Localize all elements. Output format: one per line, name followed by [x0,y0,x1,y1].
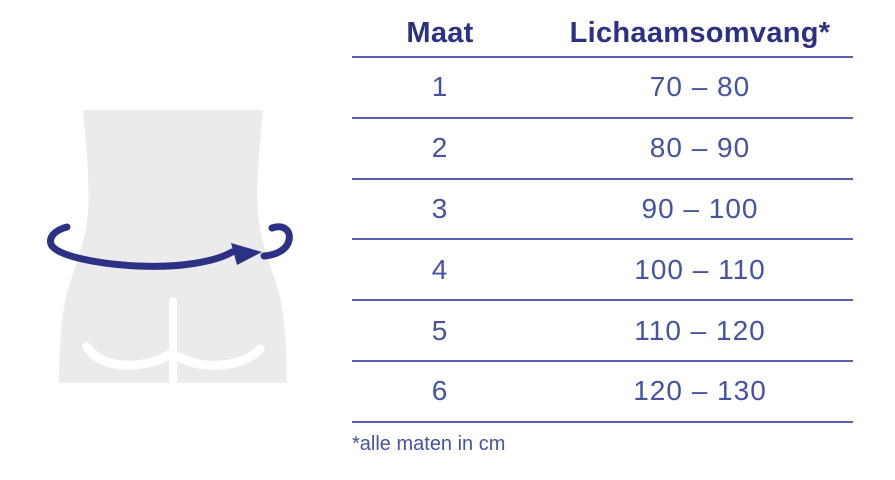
circumference-cell: 80 – 90 [649,132,751,164]
circumference-cell: 100 – 110 [634,253,766,285]
waist-measurement-figure [47,110,293,386]
circumference-cell: 70 – 80 [649,71,751,103]
table-row: 6 120 – 130 [352,362,853,423]
size-cell: 2 [431,132,449,164]
table-row: 1 70 – 80 [352,58,853,119]
column-header-maat: Maat [406,16,474,49]
table-row: 4 100 – 110 [352,240,853,302]
measurement-arrow-head [231,243,262,265]
size-cell: 6 [431,375,449,407]
table-row: 3 90 – 100 [352,180,853,241]
buttock-crease-right [174,344,265,370]
circumference-cell: 110 – 120 [634,314,766,346]
size-cell: 1 [431,71,449,103]
size-cell: 5 [431,314,449,346]
torso-silhouette [59,110,287,383]
size-cell: 4 [431,253,449,285]
circumference-cell: 90 – 100 [641,192,759,224]
circumference-cell: 120 – 130 [633,375,767,407]
column-header-lichaamsomvang: Lichaamsomvang* [569,16,831,49]
table-row: 5 110 – 120 [352,301,853,362]
table-row: 2 80 – 90 [352,119,853,180]
table-header-row: Maat Lichaamsomvang* [352,10,853,58]
measurement-arrow-tail-curl [260,223,293,260]
table-footnote: *alle maten in cm [352,433,506,455]
buttock-crease-left [82,342,174,370]
size-cell: 3 [431,192,449,224]
measurement-arrow-arc [47,223,236,270]
size-table: Maat Lichaamsomvang* 1 70 – 80 2 80 – 90… [352,10,853,423]
